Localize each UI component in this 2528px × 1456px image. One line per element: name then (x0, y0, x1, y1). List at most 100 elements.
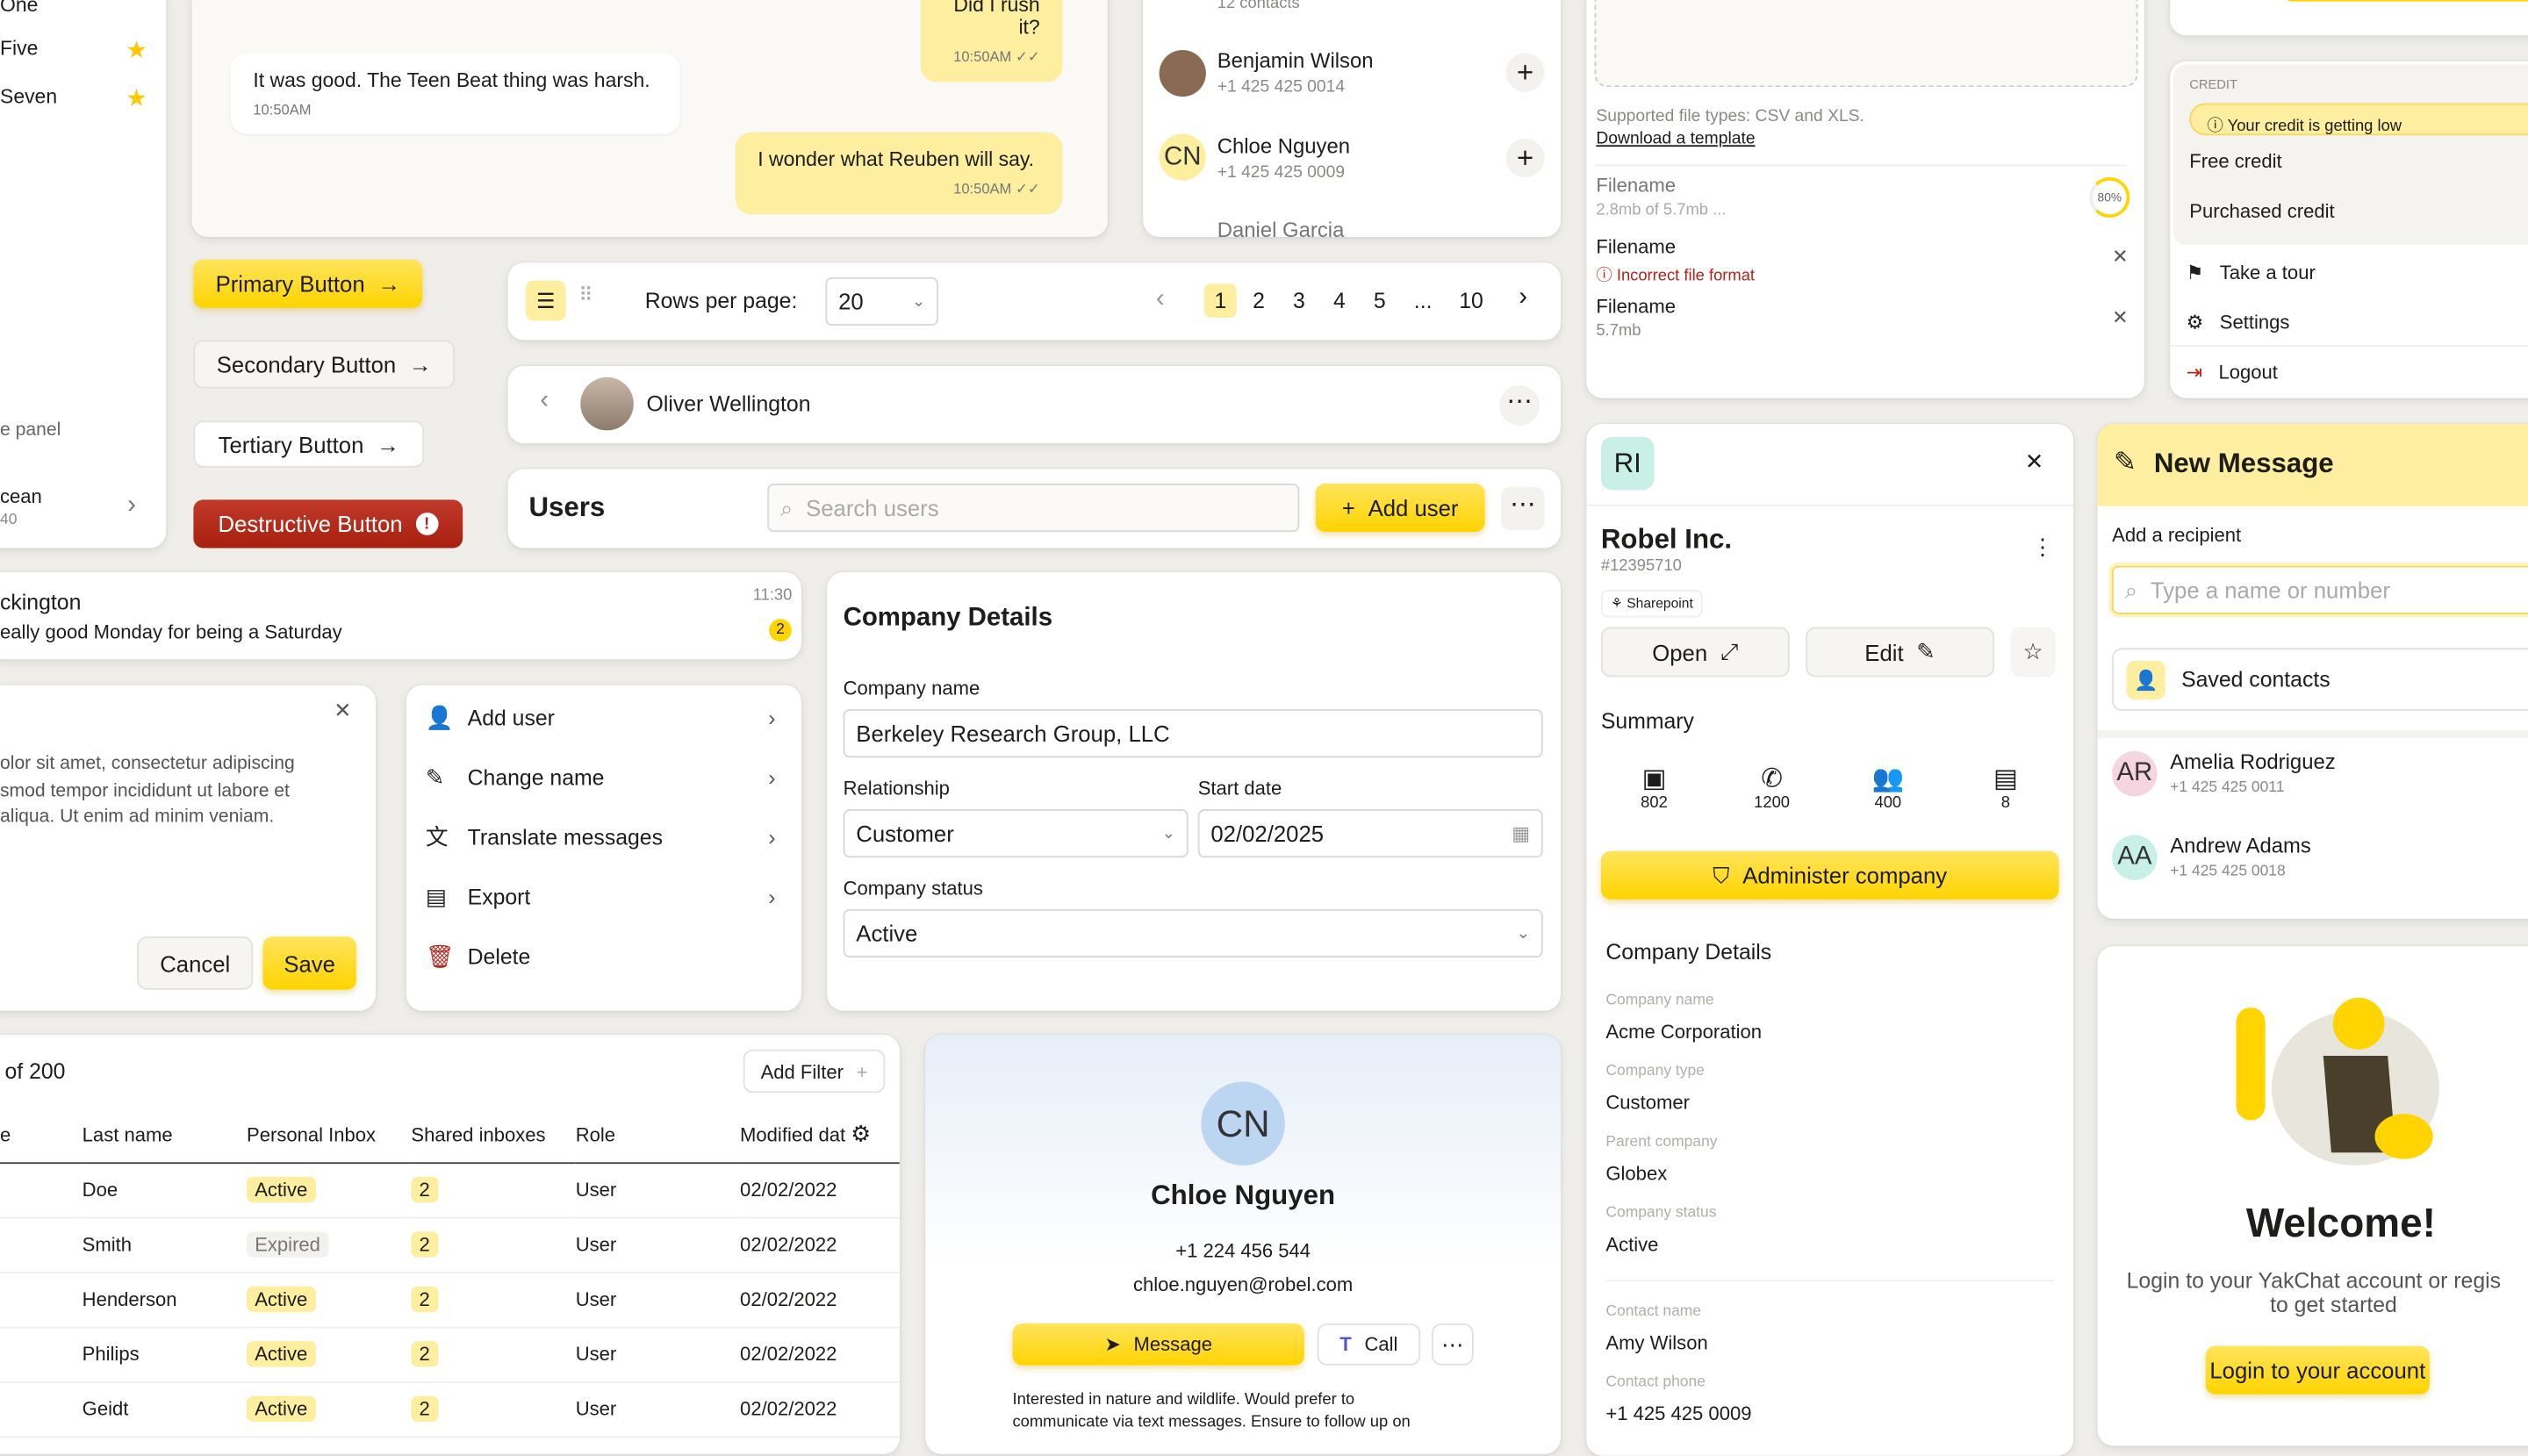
field-value: Active (1605, 1233, 1659, 1256)
secondary-button[interactable]: Secondary Button → (193, 340, 455, 389)
column-header[interactable]: Shared inboxes (411, 1107, 576, 1164)
page-1[interactable]: 1 (1204, 283, 1237, 318)
column-header[interactable]: Modified dat ⚙ (740, 1107, 900, 1164)
relationship-select[interactable]: Customer ⌄ (843, 809, 1189, 858)
sidebar-item-title[interactable]: cean (0, 484, 42, 508)
page-4[interactable]: 4 (1332, 288, 1346, 313)
field-value: Customer (1605, 1091, 1690, 1115)
more-options-button[interactable]: ⋯ (1500, 486, 1545, 531)
contact-name[interactable]: Amelia Rodriguez (2170, 750, 2336, 774)
menu-item-export[interactable]: ▤ Export › (425, 882, 776, 908)
search-input[interactable]: ⌕ Search users (767, 484, 1300, 533)
message-button[interactable]: ➤ Message (1012, 1323, 1304, 1366)
sharepoint-tag[interactable]: ⚘ Sharepoint (1600, 590, 1703, 618)
star-icon[interactable]: ★ (126, 85, 147, 113)
purchased-credit[interactable]: Purchased credit (2189, 199, 2335, 223)
start-date-label: Start date (1197, 777, 1282, 800)
administer-company-button[interactable]: ⛉ Administer company (1600, 850, 2059, 900)
destructive-button[interactable]: Destructive Button! (193, 499, 463, 549)
column-header[interactable]: Role (575, 1107, 741, 1164)
more-options-button[interactable]: ⋯ (1432, 1323, 1474, 1366)
prev-page-button[interactable]: ‹ (1155, 285, 1165, 313)
alert-icon: ! (415, 513, 439, 535)
page-2[interactable]: 2 (1253, 288, 1265, 313)
more-options-button[interactable]: ⋯ (1499, 384, 1540, 426)
table-row[interactable]: Geidt Active 2 User 02/02/2022 (0, 1381, 900, 1438)
table-row[interactable]: Smith Expired 2 User 02/02/2022 (0, 1216, 900, 1273)
contact-phone: +1 425 425 0009 (1217, 162, 1346, 183)
back-icon[interactable]: ‹ (540, 386, 549, 415)
column-header[interactable]: Last name (82, 1107, 248, 1164)
conversation-name: ckington (0, 590, 82, 614)
menu-item-translate[interactable]: 文 Translate messages › (426, 821, 776, 853)
add-contact-button[interactable]: + (1505, 138, 1545, 178)
menu-item-take-a-tour[interactable]: ⚑ Take a tour (2186, 261, 2316, 284)
list-view-icon[interactable]: ☰ (525, 280, 566, 321)
grid-view-icon[interactable]: ⠿ (578, 283, 592, 306)
company-status-select[interactable]: Active ⌄ (843, 908, 1543, 958)
remove-file-button[interactable]: ✕ (2112, 245, 2129, 268)
conversation-list-item[interactable]: ckington eally good Monday for being a S… (0, 572, 801, 660)
page-ellipsis: ... (1413, 288, 1433, 313)
column-header[interactable]: Personal Inbox (247, 1107, 412, 1164)
primary-button[interactable]: Primary Button → (193, 259, 423, 308)
page-3[interactable]: 3 (1293, 288, 1305, 313)
chevron-right-icon[interactable]: › (127, 491, 136, 520)
column-header[interactable]: e (0, 1107, 83, 1164)
cancel-button[interactable]: Cancel (137, 936, 254, 990)
add-filter-button[interactable]: Add Filter + (743, 1049, 886, 1094)
open-button[interactable]: Open ⤢ (1600, 627, 1790, 678)
company-name-input[interactable]: Berkeley Research Group, LLC (843, 709, 1543, 758)
table-row[interactable]: Philips Active 2 User 02/02/2022 (0, 1326, 900, 1382)
login-button[interactable]: Login to your account (2205, 1345, 2430, 1395)
contact-name[interactable]: Daniel Garcia (1217, 217, 1345, 237)
menu-item-logout[interactable]: ⇥ Logout (2186, 361, 2278, 384)
divider (2097, 730, 2528, 739)
expand-icon: ⤢ (1720, 638, 1739, 664)
start-date-input[interactable]: 02/02/2025 ▦ (1197, 809, 1543, 858)
download-template-link[interactable]: Download a template (1596, 128, 1756, 148)
add-contact-button[interactable]: + (1505, 53, 1545, 92)
avatar (580, 377, 634, 431)
saved-contacts-button[interactable]: 👤 Saved contacts (2112, 648, 2528, 711)
add-user-button[interactable]: + Add user (1315, 484, 1485, 533)
star-icon[interactable]: ★ (126, 37, 147, 65)
close-icon[interactable]: ✕ (2024, 448, 2044, 474)
menu-item-settings[interactable]: ⚙ Settings (2186, 311, 2290, 334)
sidebar-item-sub: 40 (0, 511, 18, 529)
edit-button[interactable]: Edit ✎ (1806, 627, 1995, 678)
more-options-icon[interactable]: ⋮ (2031, 533, 2054, 560)
next-page-button[interactable]: › (1519, 283, 1527, 312)
remove-file-button[interactable]: ✕ (2112, 305, 2129, 329)
menu-item-add-user[interactable]: 👤 Add user › (425, 703, 776, 730)
close-icon[interactable]: ✕ (334, 698, 352, 722)
menu-item-change-name[interactable]: ✎ Change name › (425, 763, 776, 790)
sidebar-item[interactable]: Seven (0, 85, 58, 109)
avatar: CN (1159, 133, 1206, 181)
drop-zone[interactable] (1594, 0, 2138, 88)
favorite-button[interactable]: ☆ (2010, 627, 2056, 678)
tertiary-button[interactable]: Tertiary Button → (193, 420, 425, 468)
page-5[interactable]: 5 (1373, 288, 1386, 313)
rows-per-page-select[interactable]: 20 ⌄ (825, 276, 938, 326)
message-bubble-outgoing: I wonder what Reuben will say. 10:50AM ✓✓ (735, 132, 1063, 215)
user-icon: 👤 (2126, 660, 2165, 699)
avatar: AA (2112, 835, 2158, 880)
contact-name[interactable]: Benjamin Wilson (1217, 48, 1374, 73)
sidebar-item[interactable]: Five (0, 37, 39, 60)
stat-inbox: ▣ 802 (1622, 763, 1686, 812)
sidebar-item[interactable]: One (0, 0, 39, 17)
contact-name[interactable]: Andrew Adams (2170, 833, 2311, 858)
call-button[interactable]: T Call (1317, 1323, 1421, 1366)
save-button[interactable]: Save (262, 936, 356, 990)
count-badge: 2 (411, 1286, 439, 1313)
free-credit[interactable]: Free credit (2189, 149, 2282, 173)
table-row[interactable]: Doe Active 2 User 02/02/2022 (0, 1162, 900, 1218)
recipient-search-input[interactable]: ⌕ Type a name or number (2112, 565, 2528, 614)
settings-icon[interactable]: ⚙ (851, 1120, 872, 1147)
menu-item-delete[interactable]: 🗑 Delete (425, 942, 531, 968)
shared-inboxes-cell: 2 (411, 1381, 576, 1438)
page-10[interactable]: 10 (1459, 288, 1483, 313)
contact-name[interactable]: Chloe Nguyen (1217, 133, 1351, 158)
table-row[interactable]: Henderson Active 2 User 02/02/2022 (0, 1272, 900, 1328)
